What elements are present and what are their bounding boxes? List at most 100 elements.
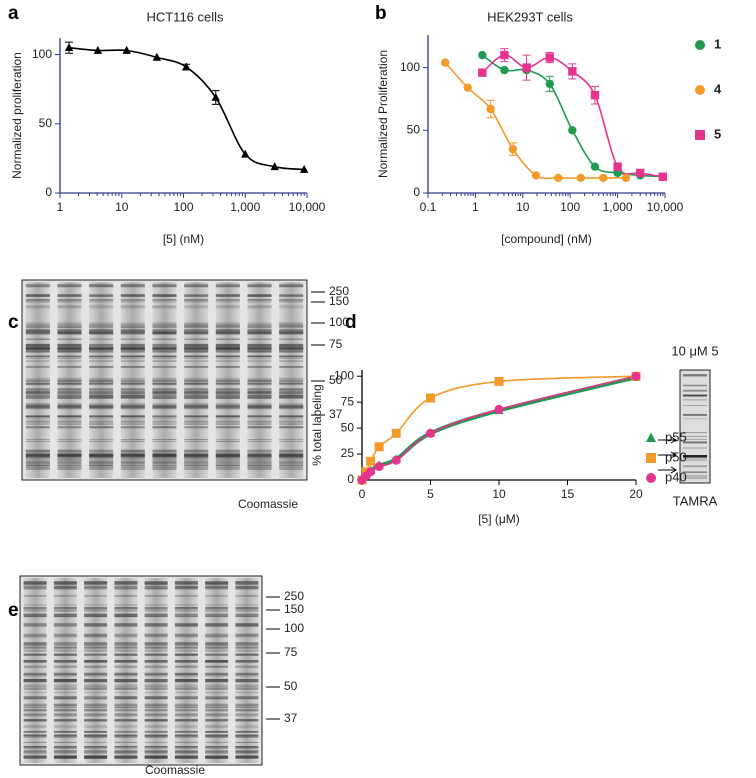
gel-band [247,461,272,464]
gel-band [174,713,198,717]
gel-band [683,447,707,449]
gel-band [89,284,114,288]
gel-band [23,604,47,606]
gel-band [53,705,77,708]
gel-band [120,465,145,468]
gel-band [84,594,108,596]
gel-band [235,696,259,699]
gel-band [120,467,145,471]
gel-band [89,452,114,454]
gel-band [279,284,304,288]
gel-band [235,687,259,690]
gel-band [184,454,209,457]
gel-band [247,382,272,384]
gel-band [174,731,198,733]
gel-band [247,458,272,462]
gel-band [120,322,145,325]
panel-letter: d [345,312,357,333]
gel-band [247,298,272,301]
gel-band [279,388,304,391]
gel-band [152,350,177,353]
gel-band [53,735,77,738]
gel-band [89,419,114,423]
gel-band [279,324,304,328]
x-tick-label: 10,000 [647,200,684,214]
gel-band [205,581,229,582]
gel-band [114,706,138,709]
gel-band [215,366,240,368]
gel-band [25,381,50,384]
gel-band [184,366,209,368]
gel-band [247,439,272,440]
y-tick-label: 100 [400,60,420,74]
gel-band [120,350,145,353]
gel-band [84,586,108,589]
gel-band [84,705,108,708]
y-tick-label: 100 [32,47,52,61]
gel-band [247,377,272,379]
gel-band [53,751,77,754]
gel-band [144,731,168,733]
gel-band [152,347,177,350]
gel-band [57,415,82,418]
gel-band [205,755,229,759]
gel-band [152,416,177,420]
gel-band [89,439,114,440]
gel-band [23,696,47,699]
gel-band [235,735,259,738]
gel-band [205,746,229,749]
gel-band [89,324,114,328]
gel-band [144,665,168,668]
gel-band [25,416,50,420]
gel-band [235,713,259,717]
gel-band [84,735,108,738]
gel-band [174,734,198,737]
gel-band [57,391,82,394]
gel-band [84,647,108,650]
gel-band [205,633,229,637]
gel-band [235,681,259,683]
gel-band [174,755,198,759]
point [211,92,220,101]
y-tick-label: 75 [341,394,355,408]
gel-band [174,623,198,627]
gel-band [84,613,108,618]
gel-band [57,419,82,423]
gel-band [120,343,145,348]
gel-band [279,347,304,350]
gel-band [144,595,168,597]
gel-band [23,595,47,597]
point [122,45,131,54]
gel-band [144,755,168,759]
gel-band [120,423,145,426]
gel-band [144,705,168,708]
gel-band [23,684,47,688]
gel-band [205,586,229,589]
gel-band [89,423,114,426]
gel-band [184,419,209,423]
gel-band [683,457,707,460]
gel-band [53,746,77,749]
gel-band [215,403,240,407]
chart-title: HEK293T cells [487,9,573,24]
gel-band [279,381,304,384]
gel-band [84,604,108,606]
gel-band [144,606,168,609]
panel-letter: c [8,312,19,333]
gel-band [114,595,138,597]
gel-band [120,391,145,394]
gel-band [184,461,209,464]
gel-band [89,347,114,350]
gel-band [215,284,240,288]
gel-band [144,746,168,747]
gel-band [25,454,50,457]
x-tick-label: 0.1 [420,200,437,214]
gel-band [184,343,209,348]
gel-band [174,642,198,646]
gel-band [205,581,229,583]
gel-band [247,347,272,350]
gel-band [25,286,50,288]
gel-band [23,687,47,690]
gel-band [215,298,240,301]
